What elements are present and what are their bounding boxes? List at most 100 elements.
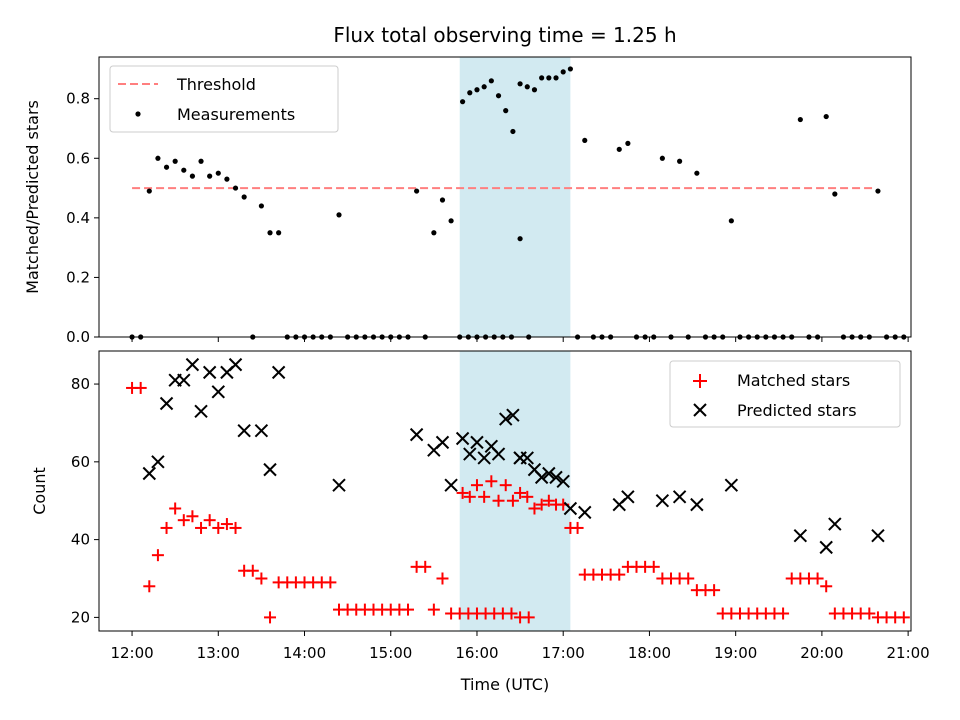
top-shaded-region [459,57,571,337]
predicted-star-point [477,451,491,465]
measurement-point [431,230,437,236]
measurement-point [524,84,530,90]
x-tick-label: 12:00 [110,644,153,662]
shaded-interval [459,57,571,337]
predicted-star-point [578,505,592,520]
predicted-star-point [151,455,165,469]
bottom-legend-box [669,360,901,428]
predicted-star-point [254,424,269,438]
x-tick-label: 21:00 [887,644,930,662]
matched-star-point [220,518,233,531]
predicted-star-point [542,466,556,481]
measurement-point [553,75,559,81]
bottom-y-tick-label: 80 [71,375,90,393]
x-tick-label: 20:00 [800,644,843,662]
legend-measurements-swatch [135,111,141,117]
predicted-star-point [672,490,687,504]
matched-star-point [571,521,584,534]
matched-star-point [134,381,147,394]
measurement-point [517,236,523,242]
matched-star-point [463,490,476,503]
matched-star-point [264,611,277,624]
measurement-point [241,194,247,200]
measurement-point [659,155,665,161]
predicted-star-point [159,396,174,411]
legend-matched-label: Matched stars [737,371,850,390]
x-tick-label: 14:00 [283,644,326,662]
measurement-point [728,218,734,224]
matched-star-point [246,564,259,577]
matched-star-point [708,584,721,597]
predicted-star-point [499,412,513,426]
predicted-star-point [563,501,578,516]
matched-star-point [820,580,833,593]
measurement-point [539,75,545,81]
measurement-point [517,81,523,87]
legend-predicted-label: Predicted stars [737,401,857,420]
matched-star-point [151,549,164,562]
matched-star-point [777,607,790,620]
predicted-star-point [185,357,200,372]
legend-matched-swatch [693,374,707,388]
matched-star-point [528,502,541,515]
matched-star-point [456,486,469,499]
x-tick-label: 16:00 [455,644,498,662]
matched-star-point [419,560,432,573]
top-y-tick-label: 0.0 [66,328,90,346]
measurement-point [232,185,239,191]
predicted-star-point [444,478,458,492]
measurement-point [488,78,494,84]
predicted-star-point [828,517,842,531]
measurement-point [510,128,516,135]
top-legend: Threshold Measurements [109,65,339,133]
measurement-point [495,93,502,99]
predicted-star-point [491,447,506,461]
measurement-point [546,75,552,81]
top-y-axis-label: Matched/Predicted stars [23,100,42,294]
matched-star-point [492,494,505,507]
bottom-y-axis-label: Count [30,467,49,515]
predicted-star-point [463,447,477,461]
measurement-point [258,203,264,209]
x-tick-label: 18:00 [628,644,671,662]
measurement-point [503,108,509,114]
matched-star-point [195,521,208,534]
matched-star-point [177,514,190,527]
matched-star-point [427,603,440,616]
legend-threshold-label: Threshold [176,75,256,94]
matched-star-point [522,611,535,624]
measurement-point [567,66,573,72]
measurement-point [198,158,204,164]
predicted-star-point [819,540,833,555]
x-axis-label: Time (UTC) [460,675,549,694]
top-legend-box [109,65,339,133]
measurement-point [215,170,221,176]
predicted-star-point [690,497,704,512]
top-y-tick-label: 0.8 [66,90,90,108]
predicted-star-point [621,490,635,504]
legend-measurements-label: Measurements [177,105,295,124]
measurement-point [460,99,466,105]
matched-star-point [542,494,555,507]
measurement-point [267,230,273,236]
predicted-star-point [271,365,286,380]
matched-star-point [436,572,449,585]
top-y-ticks: 0.0 0.2 0.4 0.6 0.8 [66,90,99,346]
measurement-point [163,164,170,170]
top-y-tick-label: 0.2 [66,268,90,286]
matched-star-point [897,611,910,624]
matched-star-point [478,490,491,503]
measurement-point [172,158,178,164]
measurement-point [146,188,152,194]
bottom-legend: Matched stars Predicted stars [669,360,901,428]
predicted-star-point [871,529,885,543]
matched-star-point [505,607,518,620]
matched-star-point [863,607,876,620]
predicted-star-point [556,474,570,488]
matched-star-point [470,479,483,492]
bottom-y-tick-label: 20 [71,608,90,626]
top-plot-frame [98,56,912,338]
predicted-star-point [506,408,520,422]
top-panel: 0.00.20.40.60.8 Matched/Predicted stars … [23,56,912,346]
